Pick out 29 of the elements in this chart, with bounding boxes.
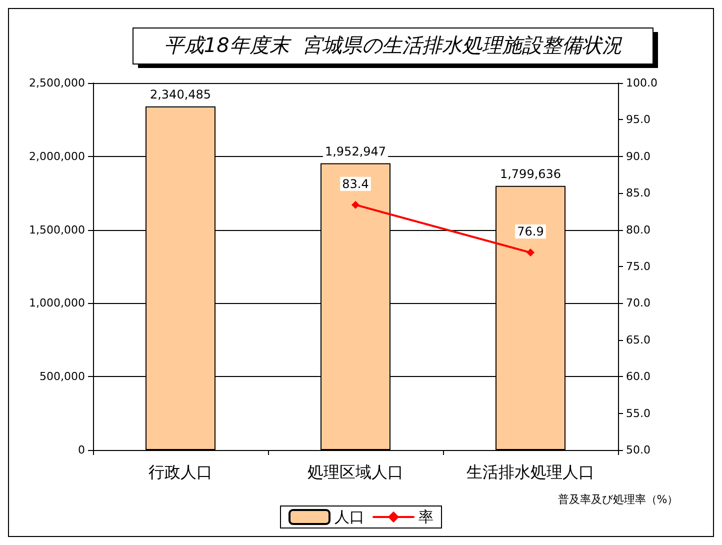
data-label: 2,340,485 xyxy=(150,87,212,102)
legend-label: 人口 xyxy=(334,508,364,526)
data-label: 76.9 xyxy=(517,224,544,239)
y-tick-label: 2,500,000 xyxy=(29,76,85,90)
x-tick-label: 処理区域人口 xyxy=(308,462,404,482)
y2-tick-label: 85.0 xyxy=(626,186,650,200)
y2-tick-label: 75.0 xyxy=(626,260,650,273)
y-tick-label: 1,000,000 xyxy=(29,296,85,310)
y2-tick-label: 55.0 xyxy=(626,406,650,420)
y2-tick-label: 100.0 xyxy=(626,76,658,90)
y2-tick-label: 60.0 xyxy=(626,370,650,384)
y2-tick-label: 95.0 xyxy=(626,113,650,126)
chart-title: 平成18年度末 宮城県の生活排水処理施設整備状況 xyxy=(164,33,624,57)
y2-tick-label: 65.0 xyxy=(626,333,650,346)
y-tick-label: 1,500,000 xyxy=(29,223,85,236)
legend-label: 率 xyxy=(418,508,434,526)
y2-tick-label: 70.0 xyxy=(626,296,650,310)
x-tick-label: 生活排水処理人口 xyxy=(466,462,594,482)
y2-tick-label: 50.0 xyxy=(626,444,650,456)
data-label: 83.4 xyxy=(342,176,369,191)
y2-axis-title: 普及率及び処理率（%） xyxy=(558,493,678,506)
data-label: 1,952,947 xyxy=(324,144,386,158)
y2-tick-label: 90.0 xyxy=(626,150,650,163)
y-tick-label: 0 xyxy=(78,444,85,456)
x-tick-label: 行政人口 xyxy=(148,462,212,482)
y2-tick-label: 80.0 xyxy=(626,223,650,236)
data-label: 1,799,636 xyxy=(500,166,562,181)
y-tick-label: 500,000 xyxy=(40,370,85,384)
y-tick-label: 2,000,000 xyxy=(29,150,85,163)
